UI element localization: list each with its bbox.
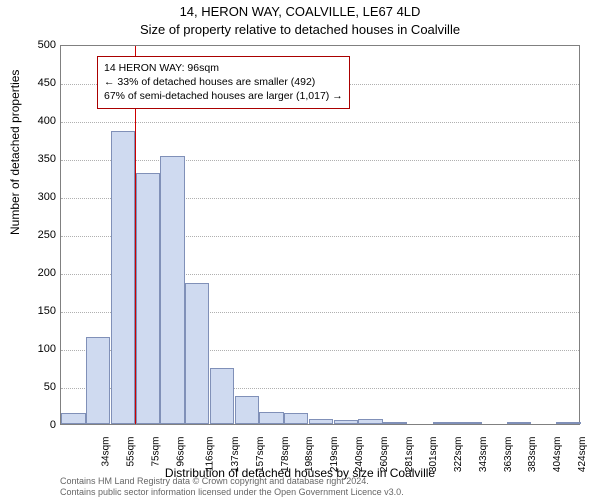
y-tick-label: 500 xyxy=(16,39,56,51)
y-tick-label: 250 xyxy=(16,229,56,241)
histogram-bar xyxy=(136,173,160,424)
x-tick-label: 34sqm xyxy=(101,437,112,467)
histogram-bar xyxy=(358,419,382,424)
x-tick-label: 137sqm xyxy=(230,437,241,473)
histogram-bar xyxy=(160,156,184,424)
x-tick-label: 322sqm xyxy=(453,437,464,473)
histogram-bar xyxy=(111,131,135,424)
x-tick-label: 178sqm xyxy=(280,437,291,473)
gridline xyxy=(61,160,579,161)
annotation-line: 14 HERON WAY: 96sqm xyxy=(104,61,343,75)
y-tick-label: 450 xyxy=(16,77,56,89)
histogram-bar xyxy=(383,422,407,424)
y-tick-label: 150 xyxy=(16,305,56,317)
gridline xyxy=(61,122,579,123)
histogram-bar xyxy=(86,337,110,424)
x-tick-label: 198sqm xyxy=(305,437,316,473)
x-tick-label: 343sqm xyxy=(478,437,489,473)
x-tick-label: 96sqm xyxy=(175,437,186,467)
histogram-bar xyxy=(507,422,531,424)
annotation-line: ← 33% of detached houses are smaller (49… xyxy=(104,75,343,89)
x-tick-label: 404sqm xyxy=(552,437,563,473)
page-title-line2: Size of property relative to detached ho… xyxy=(0,22,600,37)
histogram-bar xyxy=(433,422,457,424)
y-tick-label: 0 xyxy=(16,419,56,431)
histogram-bar xyxy=(556,422,580,424)
x-tick-label: 363sqm xyxy=(503,437,514,473)
histogram-plot: 14 HERON WAY: 96sqm ← 33% of detached ho… xyxy=(60,45,580,425)
page-title-line1: 14, HERON WAY, COALVILLE, LE67 4LD xyxy=(0,4,600,19)
y-tick-label: 350 xyxy=(16,153,56,165)
x-tick-label: 383sqm xyxy=(527,437,538,473)
histogram-bar xyxy=(334,420,358,424)
x-tick-label: 157sqm xyxy=(255,437,266,473)
callout-annotation: 14 HERON WAY: 96sqm ← 33% of detached ho… xyxy=(97,56,350,109)
data-source-caption: Contains HM Land Registry data © Crown c… xyxy=(60,476,404,498)
x-tick-label: 116sqm xyxy=(205,437,216,472)
x-tick-label: 75sqm xyxy=(150,437,161,467)
x-tick-label: 260sqm xyxy=(379,437,390,473)
x-tick-label: 219sqm xyxy=(329,437,340,473)
x-tick-label: 424sqm xyxy=(577,437,588,473)
x-tick-label: 281sqm xyxy=(404,437,415,473)
annotation-line: 67% of semi-detached houses are larger (… xyxy=(104,89,343,103)
histogram-bar xyxy=(235,396,259,424)
histogram-bar xyxy=(259,412,283,424)
histogram-bar xyxy=(309,419,333,424)
histogram-bar xyxy=(185,283,209,424)
histogram-bar xyxy=(284,413,308,424)
y-tick-label: 100 xyxy=(16,343,56,355)
x-tick-label: 240sqm xyxy=(354,437,365,473)
histogram-bar xyxy=(61,413,85,424)
y-tick-label: 200 xyxy=(16,267,56,279)
y-tick-label: 400 xyxy=(16,115,56,127)
histogram-bar xyxy=(457,422,481,424)
y-tick-label: 50 xyxy=(16,381,56,393)
y-tick-label: 300 xyxy=(16,191,56,203)
histogram-bar xyxy=(210,368,234,424)
x-tick-label: 55sqm xyxy=(126,437,137,467)
x-tick-label: 301sqm xyxy=(428,437,439,473)
